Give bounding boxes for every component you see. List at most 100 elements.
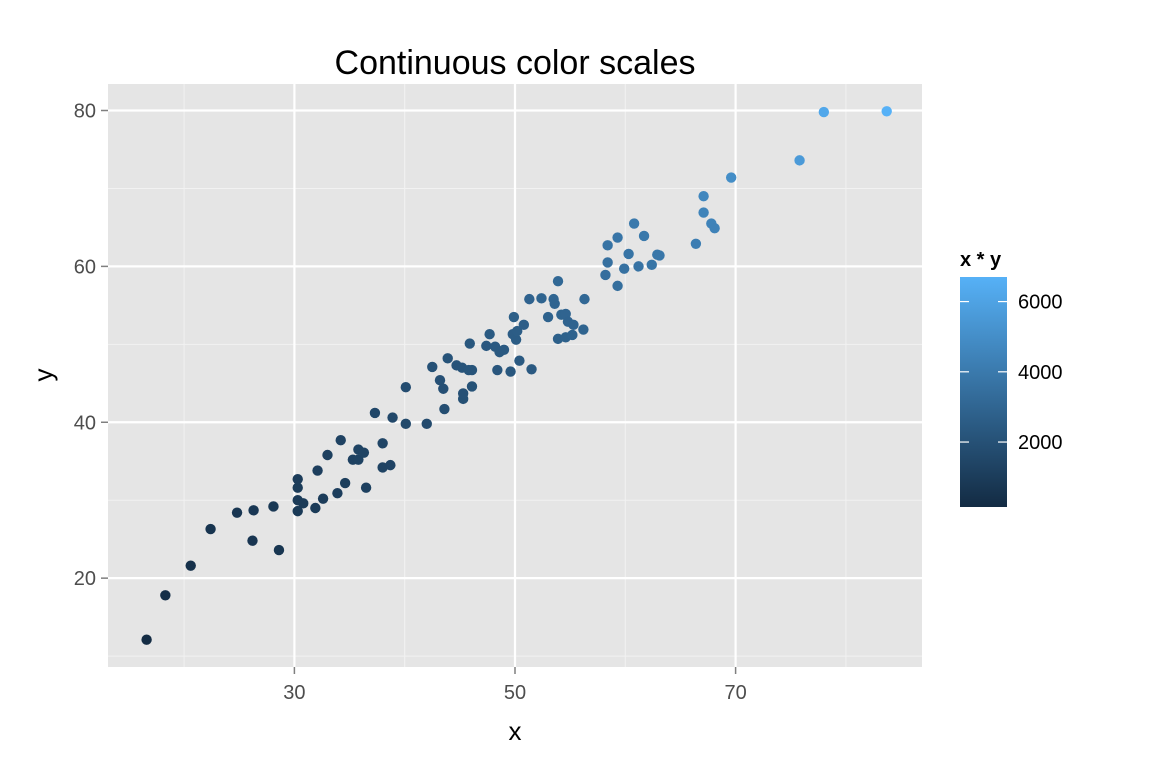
data-points [141,106,892,645]
data-point [185,560,196,571]
y-tick-label: 60 [74,256,96,278]
chart-title: Continuous color scales [335,44,696,82]
data-point [549,298,560,309]
legend-tick-label: 4000 [1018,362,1063,384]
data-point [514,355,525,366]
data-point [141,634,152,645]
data-point [512,325,523,337]
data-point [385,459,396,471]
data-point [312,465,323,476]
data-point [567,329,578,341]
data-point [457,388,469,399]
data-point [568,319,579,331]
data-point [725,172,737,183]
data-point [524,293,535,305]
legend-tick-label: 6000 [1018,292,1063,314]
data-point [377,438,388,449]
data-point [698,191,709,202]
y-tick-label: 80 [74,101,96,123]
data-point [794,155,805,166]
data-point [360,482,372,493]
data-point [439,403,450,415]
data-point [510,334,522,345]
data-point [231,507,243,518]
data-point [505,366,516,377]
data-point [526,364,537,375]
data-point [690,238,702,249]
data-point [518,319,530,331]
data-point [339,477,351,489]
data-point [322,449,333,461]
color-legend: x * y 2000 4000 6000 [960,249,1063,507]
x-tick-label: 70 [724,682,746,704]
data-point [542,311,554,323]
data-point [492,364,503,376]
data-point [881,106,892,117]
data-point [612,280,623,292]
y-tick-label: 40 [74,412,96,434]
major-gridlines [108,84,922,667]
data-point [248,505,259,516]
data-point [552,333,564,345]
data-point [536,293,547,304]
data-point [628,218,640,229]
legend-ticks: 2000 4000 6000 [960,292,1063,454]
data-point [310,502,321,514]
x-tick-label: 50 [504,682,526,704]
data-point [317,493,329,504]
data-point [247,535,258,546]
data-point [205,523,216,535]
data-point [466,364,478,376]
data-point [438,383,449,394]
data-point [358,447,370,458]
data-point [552,275,564,287]
data-point [273,544,285,556]
data-point [698,207,709,218]
x-axis: 30 50 70 [283,667,747,704]
data-point [268,501,279,512]
data-point [646,259,657,271]
data-point [400,418,412,430]
x-axis-title: x [509,716,522,746]
data-point [421,418,432,430]
data-point [818,106,830,118]
data-point [292,482,303,493]
data-point [387,412,398,423]
data-point [602,257,613,268]
data-point [466,381,478,392]
data-point [400,381,412,393]
data-point [332,487,343,499]
data-point [508,311,520,323]
data-point [481,340,492,352]
data-point [427,361,438,373]
data-point [623,248,634,260]
data-point [442,353,453,364]
data-point [560,308,571,320]
data-point [160,590,171,601]
data-point [292,505,303,517]
data-point [335,434,346,446]
data-point [292,473,303,485]
data-point [602,240,613,251]
data-point [618,263,630,274]
legend-colorbar [960,277,1007,507]
y-tick-label: 20 [74,568,96,590]
x-tick-label: 30 [283,682,305,704]
data-point [612,232,623,243]
data-point [298,498,309,509]
y-axis-title: y [28,369,58,382]
legend-tick-label: 2000 [1018,432,1063,454]
data-point [434,374,446,386]
data-point [369,407,381,419]
data-point [498,344,510,355]
data-point [633,261,644,272]
data-point [578,324,589,335]
data-point [484,328,495,340]
data-point [464,338,475,349]
data-point [638,230,650,242]
data-point [709,222,720,234]
data-point [579,293,590,305]
legend-title: x * y [960,249,1002,271]
y-axis: 20 40 60 80 [74,101,108,590]
